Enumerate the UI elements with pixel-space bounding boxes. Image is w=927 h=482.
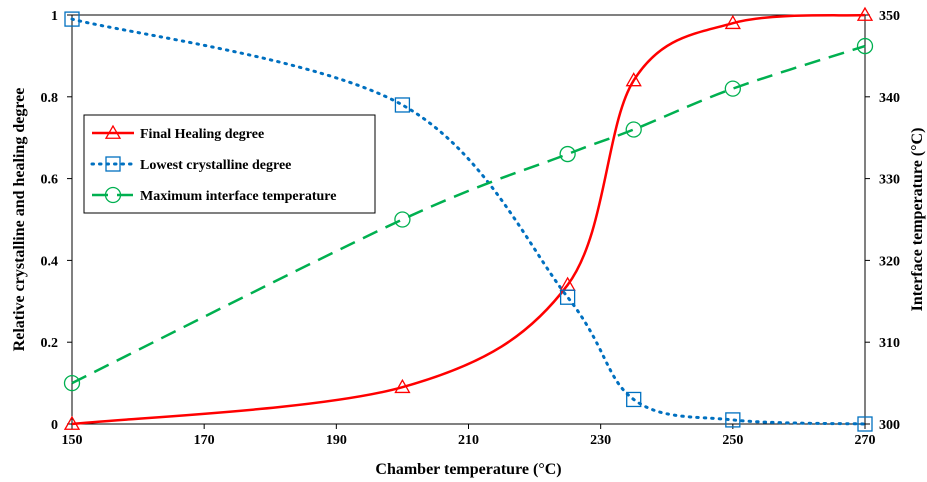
x-tick-label: 210 [458, 433, 479, 448]
series-3-point [625, 121, 642, 138]
series-lines [70, 13, 867, 426]
series-1-point [63, 415, 81, 430]
y-axis-right: 300 310 320 330 340 350 [865, 9, 900, 433]
legend-swatch-marker [104, 186, 122, 204]
x-tick-label: 270 [855, 433, 876, 448]
legend-swatch-marker [105, 156, 121, 172]
legend-label: Final Healing degree [140, 127, 264, 142]
series-markers [63, 6, 874, 432]
y-tick-label: 0.6 [41, 173, 59, 188]
y-tick-label: 0.8 [41, 91, 59, 106]
y2-tick-label: 340 [879, 91, 900, 106]
series-3-point [63, 374, 81, 392]
y2-tick-label: 330 [879, 173, 900, 188]
series-line-1 [71, 13, 866, 426]
x-tick-label: 150 [62, 433, 83, 448]
x-tick-label: 170 [194, 433, 215, 448]
x-tick-label: 190 [326, 433, 347, 448]
series-2-point [559, 289, 576, 305]
y2-axis-title: Interface temperature (°C) [909, 128, 926, 312]
series-1-point [625, 72, 642, 87]
x-axis: 150 170 190 210 230 250 270 [62, 424, 876, 448]
y-tick-label: 1 [51, 9, 58, 24]
y-tick-label: 0 [51, 418, 58, 433]
y2-tick-label: 350 [879, 9, 900, 24]
x-tick-label: 230 [590, 433, 611, 448]
x-axis-title: Chamber temperature (°C) [375, 461, 561, 478]
series-line-3 [71, 44, 866, 385]
y2-tick-label: 320 [879, 254, 900, 269]
legend: Final Healing degree Lowest crystalline d… [83, 114, 376, 214]
y-axis-left: 0 0.2 0.4 0.6 0.8 1 [41, 9, 72, 433]
series-3-point [559, 145, 576, 163]
y-axis-title: Relative crystalline and healing degree [11, 88, 28, 352]
series-1-point [394, 378, 411, 394]
series-1-point [724, 14, 741, 30]
y2-tick-label: 300 [879, 418, 900, 433]
series-2-point [64, 11, 80, 27]
x-tick-label: 250 [722, 433, 743, 448]
series-1-point [856, 6, 874, 21]
y2-tick-label: 310 [879, 336, 900, 351]
legend-label: Maximum interface temperature [140, 189, 336, 204]
series-2-point [725, 412, 741, 428]
series-2-point [857, 416, 873, 432]
y-tick-label: 0.2 [41, 336, 59, 351]
series-2-point [626, 391, 642, 408]
series-3-point [724, 80, 741, 97]
legend-label: Lowest crystalline degree [140, 158, 291, 173]
legend-swatch-marker [104, 124, 122, 139]
series-2-point [394, 97, 411, 113]
series-3-point [856, 37, 874, 55]
y-tick-label: 0.4 [41, 254, 59, 269]
series-3-point [394, 211, 411, 228]
series-line-2 [70, 17, 867, 426]
